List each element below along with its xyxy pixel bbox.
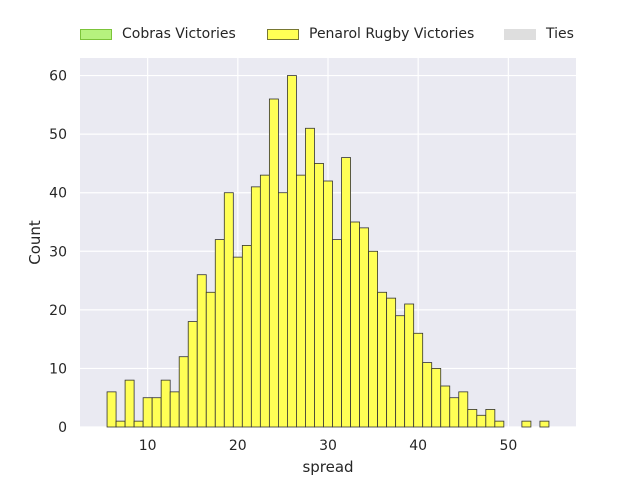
y-tick-label: 60 <box>49 69 67 85</box>
bar <box>223 192 234 428</box>
bar <box>178 356 189 428</box>
bar <box>476 414 487 428</box>
legend-label-penarol: Penarol Rugby Victories <box>309 26 475 42</box>
bar <box>494 420 505 428</box>
bar <box>106 391 117 428</box>
bar <box>521 420 532 428</box>
bar <box>359 227 369 428</box>
y-tick-labels: 0 10 20 30 40 50 60 <box>49 69 67 436</box>
bar <box>449 397 460 428</box>
bar <box>404 303 415 428</box>
bar <box>341 157 351 428</box>
bar <box>458 391 469 428</box>
bar <box>332 239 342 428</box>
bar <box>314 163 324 428</box>
bar <box>232 256 243 428</box>
bars-group <box>106 75 550 428</box>
legend-swatch-ties <box>504 28 536 40</box>
bar <box>205 291 216 428</box>
bar <box>169 391 180 428</box>
legend-item-cobras: Cobras Victories <box>80 26 236 42</box>
y-axis-label: Count <box>26 220 44 265</box>
bar <box>368 250 378 428</box>
bar <box>241 245 252 428</box>
legend-item-penarol: Penarol Rugby Victories <box>267 26 474 42</box>
y-tick-label: 50 <box>49 127 67 143</box>
y-tick-label: 40 <box>49 186 67 202</box>
x-tick-label: 20 <box>229 438 247 454</box>
bar <box>187 321 198 428</box>
bar <box>422 362 433 428</box>
bar <box>287 75 297 428</box>
bar <box>160 379 171 428</box>
bar <box>395 315 406 428</box>
legend: Cobras Victories Penarol Rugby Victories… <box>80 26 580 46</box>
x-tick-label: 50 <box>499 438 517 454</box>
bar <box>539 420 550 428</box>
bar <box>467 409 478 428</box>
legend-swatch-cobras <box>80 28 112 40</box>
bar <box>259 174 270 428</box>
bar <box>142 397 153 428</box>
x-tick-label: 30 <box>319 438 337 454</box>
bar <box>115 420 126 428</box>
bar <box>268 98 279 428</box>
bar <box>133 420 144 428</box>
bar <box>377 291 388 428</box>
bar <box>305 127 315 428</box>
bar <box>350 221 360 428</box>
bar <box>296 174 306 428</box>
legend-item-ties: Ties <box>504 26 574 42</box>
y-tick-label: 30 <box>49 244 67 260</box>
legend-label-ties: Ties <box>546 26 574 42</box>
bar <box>413 332 424 428</box>
x-tick-label: 40 <box>409 438 427 454</box>
bar <box>431 368 442 428</box>
y-tick-label: 10 <box>49 361 67 377</box>
bar <box>277 192 288 428</box>
bar <box>485 409 496 428</box>
y-tick-label: 0 <box>58 420 67 436</box>
legend-label-cobras: Cobras Victories <box>122 26 236 42</box>
bar <box>250 186 261 428</box>
x-axis-label: spread <box>302 458 353 476</box>
bar <box>323 180 333 428</box>
bar <box>440 385 451 428</box>
y-tick-label: 20 <box>49 303 67 319</box>
bar <box>386 297 397 428</box>
x-tick-labels: 10 20 30 40 50 <box>139 438 518 454</box>
legend-swatch-penarol <box>267 28 299 40</box>
bar <box>196 274 207 428</box>
x-tick-label: 10 <box>139 438 157 454</box>
bar <box>124 379 135 428</box>
bar <box>214 239 225 428</box>
bar <box>151 397 162 428</box>
